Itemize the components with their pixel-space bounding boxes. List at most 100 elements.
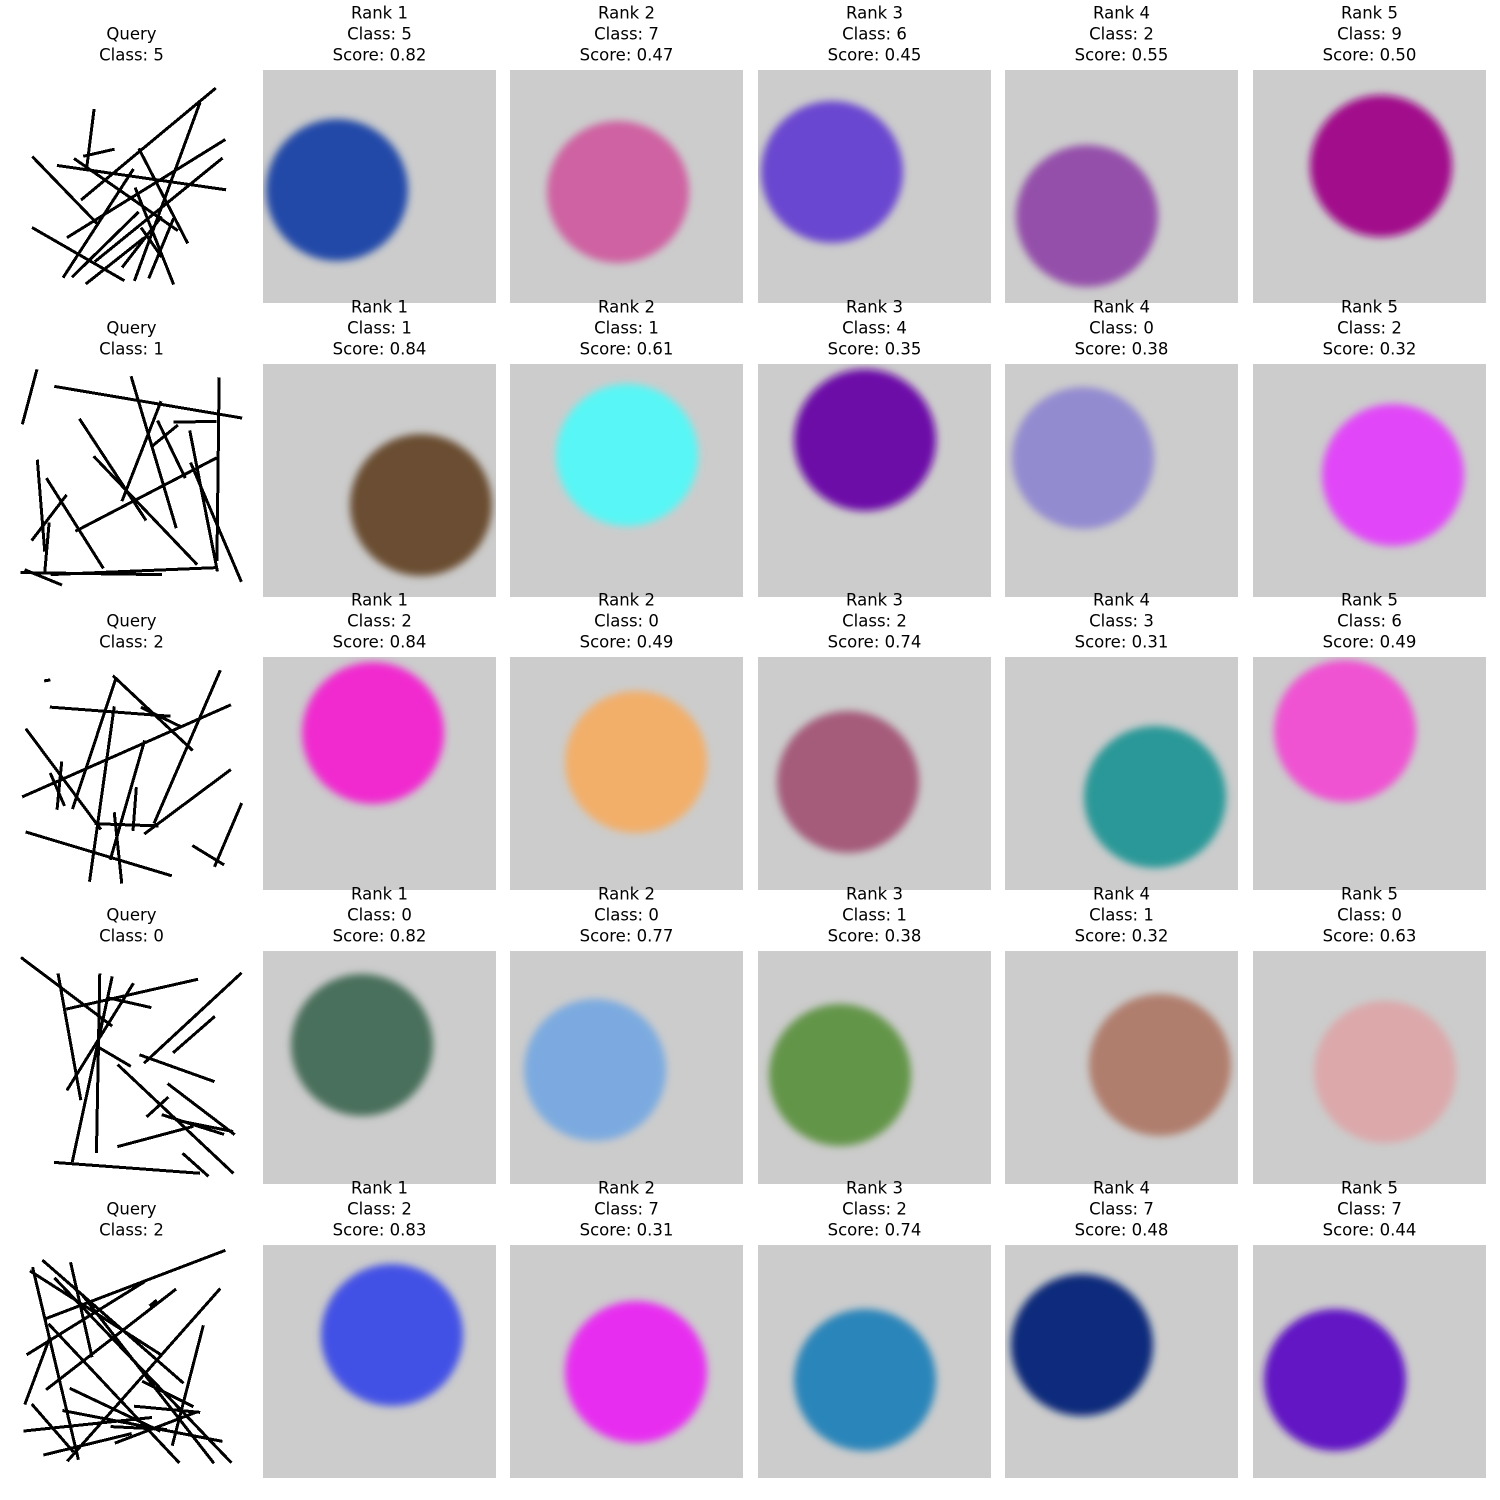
result-title: Class: 1 [1089,906,1154,925]
blob [1264,1309,1406,1451]
query-title: Query [106,612,156,631]
stroke [108,739,147,861]
stroke [84,236,146,286]
result-image [263,70,496,303]
stroke [94,973,102,1153]
blob [350,434,492,576]
query-title: Query [106,1200,156,1219]
result-image [1253,70,1486,303]
result-title: Rank 1 [351,885,408,904]
stroke [62,1409,223,1443]
result-title: Rank 1 [351,591,408,610]
result-title: Class: 2 [1337,319,1402,338]
stroke [70,210,140,279]
result-title: Rank 1 [351,1179,408,1198]
blob [769,1004,911,1146]
result-title: Rank 3 [846,298,903,317]
result-image [263,1245,496,1478]
result-title: Rank 3 [846,885,903,904]
stroke [74,456,218,533]
result-title: Score: 0.84 [333,633,427,652]
query-title: Class: 5 [99,46,164,65]
stroke [48,772,66,807]
result-title: Rank 5 [1341,298,1398,317]
result-title: Class: 6 [842,25,907,44]
result-title: Score: 0.74 [828,633,922,652]
result-image [510,1245,743,1478]
result-title: Score: 0.77 [580,927,674,946]
result-title: Class: 2 [842,1200,907,1219]
result-title: Rank 1 [351,4,408,23]
stroke [148,1298,158,1308]
blob [565,1301,707,1443]
stroke [45,1248,226,1321]
blob [565,691,707,833]
blob [302,662,444,804]
result-title: Class: 2 [347,1200,412,1219]
stroke [43,678,51,683]
stroke [29,1269,162,1356]
stroke [49,705,171,718]
result-title: Class: 0 [594,906,659,925]
result-image [1005,657,1238,890]
result-image [758,657,991,890]
result-title: Class: 1 [842,906,907,925]
result-title: Class: 2 [842,612,907,631]
stroke [21,703,232,799]
stroke [45,477,105,570]
stroke [120,215,163,269]
result-title: Class: 5 [347,25,412,44]
blob [1274,660,1416,802]
result-image [263,364,496,597]
result-title: Score: 0.82 [333,927,427,946]
result-image [758,951,991,1184]
blob [1012,387,1154,529]
result-image [510,951,743,1184]
blob [794,1309,936,1451]
stroke [61,168,135,279]
stroke [20,368,39,425]
blob [266,119,408,261]
result-title: Score: 0.84 [333,340,427,359]
stroke [25,1280,146,1357]
stroke [31,155,98,225]
result-title: Rank 5 [1341,4,1398,23]
stroke [96,1045,132,1068]
stroke [45,1287,177,1391]
result-title: Score: 0.50 [1323,46,1417,65]
stroke [215,377,221,562]
blob [291,974,433,1116]
result-image [1253,657,1486,890]
stroke [84,108,96,171]
stroke [31,1266,80,1461]
stroke [56,163,227,192]
result-title: Score: 0.35 [828,340,922,359]
stroke [166,1082,236,1136]
result-title: Score: 0.83 [333,1221,427,1240]
result-title: Class: 3 [1089,612,1154,631]
stroke [30,1403,75,1453]
blob [794,369,936,511]
stroke [70,976,114,1163]
result-title: Score: 0.31 [580,1221,674,1240]
blob [1322,404,1464,546]
result-title: Rank 3 [846,4,903,23]
stroke [20,956,114,1028]
stroke [133,1404,201,1414]
result-title: Score: 0.45 [828,46,922,65]
blob [1314,1001,1456,1143]
result-title: Score: 0.49 [580,633,674,652]
result-title: Class: 9 [1337,25,1402,44]
blob [777,711,919,853]
result-image [1253,364,1486,597]
result-image [510,657,743,890]
stroke [111,674,194,752]
result-image [510,364,743,597]
result-title: Class: 2 [1089,25,1154,44]
stroke [173,419,217,424]
stroke [133,101,202,282]
stroke [53,384,243,420]
stroke [80,86,217,202]
query-sketch [31,86,227,286]
result-title: Rank 5 [1341,885,1398,904]
